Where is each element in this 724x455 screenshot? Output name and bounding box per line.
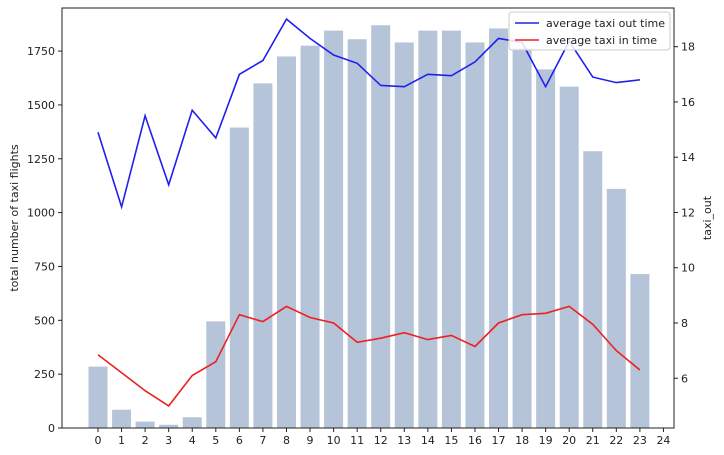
x-tick-label: 16 bbox=[468, 434, 482, 447]
bar-hour-23 bbox=[630, 274, 650, 428]
x-tick-label: 23 bbox=[633, 434, 647, 447]
x-tick-label: 19 bbox=[539, 434, 553, 447]
x-tick-label: 13 bbox=[397, 434, 411, 447]
bar-hour-15 bbox=[441, 30, 461, 428]
x-tick-label: 22 bbox=[609, 434, 623, 447]
left-y-tick-label: 500 bbox=[34, 314, 55, 327]
left-y-tick-label: 1250 bbox=[27, 153, 55, 166]
legend-box bbox=[508, 11, 671, 51]
x-axis-ticks: 0 1 2 3 4 5 6 7 8 9 10 11 12 13 14 15 16 17 18 19 20 21 22 23 24 bbox=[95, 428, 670, 447]
left-y-axis-ticks: 0 250 500 750 1000 1250 1500 1750 bbox=[27, 45, 62, 435]
x-tick-label: 15 bbox=[444, 434, 458, 447]
legend: average taxi out time average taxi in ti… bbox=[508, 11, 671, 51]
x-tick-label: 14 bbox=[421, 434, 435, 447]
bar-hour-7 bbox=[253, 83, 273, 428]
left-y-tick-label: 0 bbox=[48, 422, 55, 435]
left-y-tick-label: 750 bbox=[34, 260, 55, 273]
bar-hour-17 bbox=[489, 28, 509, 428]
bar-hour-16 bbox=[465, 42, 485, 428]
right-y-tick-label: 16 bbox=[681, 96, 695, 109]
left-y-axis-title: total number of taxi flights bbox=[8, 144, 21, 292]
x-tick-label: 3 bbox=[165, 434, 172, 447]
series-line-taxi-in bbox=[97, 305, 641, 407]
x-tick-label: 10 bbox=[327, 434, 341, 447]
left-y-tick-label: 1500 bbox=[27, 99, 55, 112]
bar-hour-3 bbox=[159, 424, 179, 428]
x-tick-label: 8 bbox=[283, 434, 290, 447]
x-tick-label: 6 bbox=[236, 434, 243, 447]
right-y-axis-title: taxi_out bbox=[701, 195, 714, 240]
x-tick-label: 9 bbox=[307, 434, 314, 447]
right-y-tick-label: 10 bbox=[681, 262, 695, 275]
x-tick-label: 20 bbox=[562, 434, 576, 447]
x-tick-label: 21 bbox=[586, 434, 600, 447]
x-tick-label: 7 bbox=[259, 434, 266, 447]
right-y-axis-ticks: 6 8 10 12 14 16 18 bbox=[674, 41, 695, 385]
bar-hour-1 bbox=[112, 409, 132, 428]
bar-hour-5 bbox=[206, 321, 226, 428]
bar-hour-0 bbox=[88, 366, 108, 428]
right-y-tick-label: 14 bbox=[681, 151, 695, 164]
x-tick-label: 2 bbox=[142, 434, 149, 447]
bar-hour-4 bbox=[182, 417, 202, 428]
right-y-tick-label: 8 bbox=[681, 317, 688, 330]
bar-hour-14 bbox=[418, 30, 438, 428]
bars-layer bbox=[88, 25, 650, 429]
lines-layer bbox=[97, 17, 641, 407]
bar-hour-18 bbox=[512, 47, 532, 428]
bar-hour-12 bbox=[371, 25, 391, 428]
legend-label-taxi-in: average taxi in time bbox=[546, 34, 657, 47]
x-tick-label: 24 bbox=[656, 434, 670, 447]
x-tick-label: 18 bbox=[515, 434, 529, 447]
bar-hour-6 bbox=[229, 127, 249, 429]
bar-hour-10 bbox=[324, 30, 344, 428]
left-y-tick-label: 250 bbox=[34, 368, 55, 381]
bar-hour-19 bbox=[536, 69, 556, 428]
left-y-tick-label: 1750 bbox=[27, 45, 55, 58]
bar-hour-13 bbox=[394, 42, 414, 428]
bar-hour-22 bbox=[606, 188, 626, 428]
bar-hour-2 bbox=[135, 421, 155, 428]
x-tick-label: 4 bbox=[189, 434, 196, 447]
x-tick-label: 1 bbox=[118, 434, 125, 447]
left-y-tick-label: 1000 bbox=[27, 207, 55, 220]
right-y-tick-label: 6 bbox=[681, 372, 688, 385]
bar-hour-8 bbox=[276, 56, 296, 428]
plot-frame bbox=[61, 7, 675, 429]
right-y-tick-label: 18 bbox=[681, 41, 695, 54]
bar-hour-9 bbox=[300, 45, 320, 428]
x-tick-label: 5 bbox=[212, 434, 219, 447]
x-tick-label: 12 bbox=[374, 434, 388, 447]
bar-hour-20 bbox=[559, 86, 579, 428]
x-tick-label: 17 bbox=[492, 434, 506, 447]
legend-label-taxi-out: average taxi out time bbox=[546, 17, 665, 30]
bar-hour-21 bbox=[583, 151, 603, 428]
x-tick-label: 11 bbox=[350, 434, 364, 447]
series-line-taxi-out bbox=[97, 17, 640, 210]
bar-hour-11 bbox=[347, 39, 367, 428]
right-y-tick-label: 12 bbox=[681, 206, 695, 219]
x-tick-label: 0 bbox=[95, 434, 102, 447]
